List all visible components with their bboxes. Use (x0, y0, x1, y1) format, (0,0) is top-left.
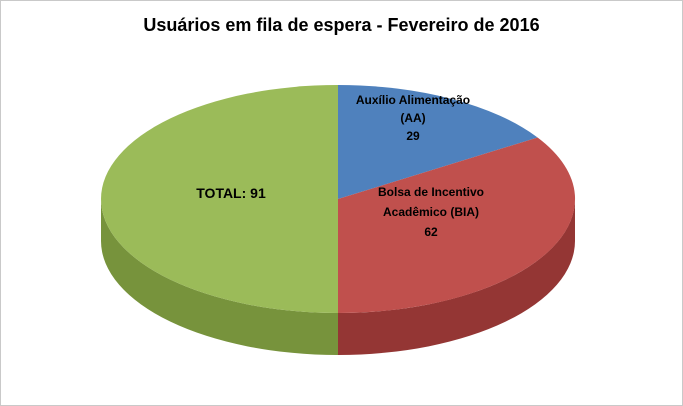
slice-label-bia: Bolsa de Incentivo Acadêmico (BIA) 62 (341, 182, 521, 242)
slice-label-aa-line1: Auxílio Alimentação (355, 93, 471, 107)
slice-label-aa-value: 29 (406, 129, 420, 143)
pie-slice-total (101, 85, 338, 313)
chart-title: Usuários em fila de espera - Fevereiro d… (143, 15, 540, 35)
slice-label-bia-line2: Acadêmico (BIA) (382, 205, 480, 219)
pie-side-bia (338, 199, 575, 355)
pie-side-total (101, 199, 338, 355)
slice-label-aa-line2: (AA) (400, 111, 426, 125)
slice-label-bia-value: 62 (424, 225, 438, 239)
slice-label-aa: Auxílio Alimentação (AA) 29 (333, 91, 493, 145)
slice-label-bia-line1: Bolsa de Incentivo (377, 185, 485, 199)
slice-label-total: TOTAL: 91 (196, 185, 266, 201)
pie-slice-bia (338, 137, 576, 313)
pie-slice-aa (338, 85, 538, 199)
